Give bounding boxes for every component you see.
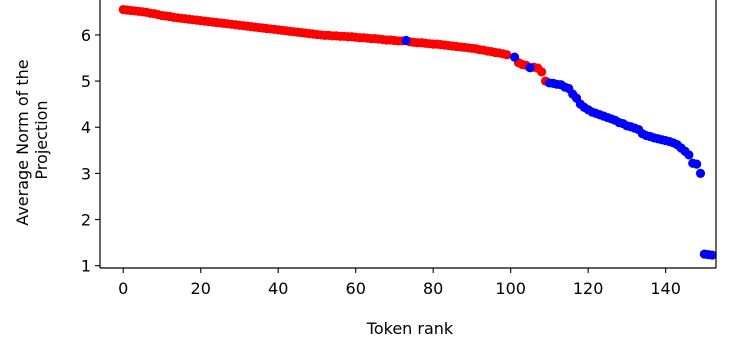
data-point <box>509 52 520 62</box>
x-tick-label: 140 <box>650 279 681 298</box>
data-point <box>695 168 706 178</box>
data-point <box>684 150 694 160</box>
x-axis-title: Token rank <box>366 319 454 338</box>
y-axis-title-line-2: Projection <box>32 100 51 179</box>
y-axis-title: Average Norm of the Projection <box>13 54 51 225</box>
x-tick-label: 100 <box>495 279 526 298</box>
y-tick-label: 1 <box>81 257 91 276</box>
y-tick-label: 6 <box>81 26 91 45</box>
x-tick-label: 40 <box>268 279 288 298</box>
y-tick-label: 2 <box>81 211 91 230</box>
data-point <box>537 67 547 77</box>
data-point <box>707 250 717 260</box>
x-tick-label: 20 <box>191 279 211 298</box>
x-tick-label: 0 <box>118 279 128 298</box>
x-tick-label: 60 <box>346 279 366 298</box>
data-point <box>692 159 702 169</box>
data-point <box>502 50 512 60</box>
x-tick-label: 80 <box>423 279 443 298</box>
y-tick-label: 3 <box>81 164 91 183</box>
y-axis: 1 2 3 4 5 6 <box>81 26 100 276</box>
data-point <box>525 63 535 73</box>
y-axis-title-line-1: Average Norm of the <box>13 59 32 225</box>
plot-area <box>99 0 717 269</box>
data-point <box>401 35 411 46</box>
x-tick-label: 120 <box>573 279 604 298</box>
x-axis: 0 20 40 60 80 100 120 140 <box>118 268 681 298</box>
y-tick-label: 5 <box>81 72 91 91</box>
y-tick-label: 4 <box>81 118 91 137</box>
